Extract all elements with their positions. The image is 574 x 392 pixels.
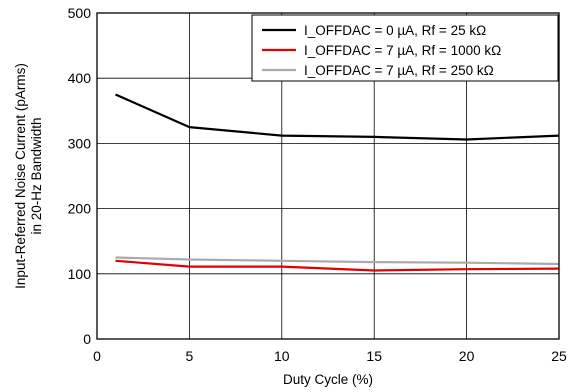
y-tick-label: 100 (68, 266, 92, 282)
x-tick-label: 15 (366, 348, 382, 364)
y-tick-label: 0 (83, 331, 91, 347)
y-axis-label-line1: Input-Referred Noise Current (pArms) (13, 63, 28, 289)
legend-label-series-3: I_OFFDAC = 7 µA, Rf = 250 kΩ (304, 63, 494, 78)
legend-label-series-2: I_OFFDAC = 7 µA, Rf = 1000 kΩ (304, 43, 501, 58)
legend-label-series-1: I_OFFDAC = 0 µA, Rf = 25 kΩ (304, 23, 486, 38)
legend-box (251, 14, 559, 82)
x-tick-label: 5 (186, 348, 194, 364)
x-axis-label: Duty Cycle (%) (283, 372, 373, 387)
y-tick-label: 200 (68, 201, 92, 217)
series-line-1 (115, 93, 560, 141)
y-tick-label: 500 (68, 5, 92, 21)
x-tick-label: 0 (93, 348, 101, 364)
series-group (115, 93, 560, 272)
x-tick-label: 20 (459, 348, 475, 364)
x-tick-label: 10 (274, 348, 290, 364)
series-line-3 (115, 256, 560, 266)
series-line-2 (115, 259, 560, 272)
legend: I_OFFDAC = 0 µA, Rf = 25 kΩ I_OFFDAC = 7… (251, 14, 559, 82)
x-tick-label: 25 (551, 348, 567, 364)
tick-labels: 0 5 10 15 20 25 0 100 200 300 400 500 (68, 5, 567, 364)
y-axis-label-line2: in 20-Hz Bandwidth (29, 117, 44, 234)
y-tick-label: 300 (68, 135, 92, 151)
plot-frame (96, 12, 560, 340)
y-tick-label: 400 (68, 70, 92, 86)
